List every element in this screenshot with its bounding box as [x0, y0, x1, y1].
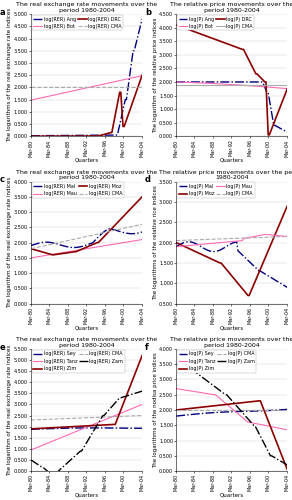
Text: f: f	[145, 343, 149, 352]
Legend: log(P) Mal, log(P) Moz, log(P) Mau, log(P) CMA: log(P) Mal, log(P) Moz, log(P) Mau, log(…	[177, 182, 255, 198]
X-axis label: Quarters: Quarters	[74, 158, 99, 163]
Y-axis label: The logarithms of the nodisa price indices: The logarithms of the nodisa price indic…	[153, 352, 158, 468]
Text: a: a	[0, 8, 6, 17]
Y-axis label: The logarithms of the relative rice indices: The logarithms of the relative rice indi…	[153, 185, 158, 300]
Text: b: b	[145, 8, 151, 17]
Y-axis label: The logarithm of the relative price indices: The logarithm of the relative price indi…	[153, 18, 158, 133]
Legend: log(P) Sey, log(P) Tanz, log(P) Zim, log(P) CMA, log(P) Zam: log(P) Sey, log(P) Tanz, log(P) Zim, log…	[177, 350, 256, 372]
Title: The relative price movements over the
period 1980-2004: The relative price movements over the pe…	[170, 2, 292, 13]
Y-axis label: The logarithm of the real exchange rate indices: The logarithm of the real exchange rate …	[7, 344, 13, 476]
X-axis label: Quarters: Quarters	[220, 493, 244, 498]
Legend: log(RER) Mal, log(RER) Mau, log(RER) Moz, log(RER) CMA: log(RER) Mal, log(RER) Mau, log(RER) Moz…	[32, 182, 124, 198]
Title: The relative price movements over the
period 1980-2004: The relative price movements over the pe…	[170, 337, 292, 348]
Title: The real exchange rate movements over the
period 1980-2004: The real exchange rate movements over th…	[16, 2, 157, 13]
Title: The relative price movements over the period
1980-2004: The relative price movements over the pe…	[159, 170, 292, 180]
X-axis label: Quarters: Quarters	[74, 326, 99, 330]
X-axis label: Quarters: Quarters	[220, 326, 244, 330]
Legend: log(RER) Sey, log(RER) Tanz, log(RER) Zim, log(RER) CMA, log(RER) Zam: log(RER) Sey, log(RER) Tanz, log(RER) Zi…	[32, 350, 125, 372]
X-axis label: Quarters: Quarters	[74, 493, 99, 498]
Legend: log(P) Ang, log(P) Bot, log(P) DRC, log(P) CMA: log(P) Ang, log(P) Bot, log(P) DRC, log(…	[177, 15, 254, 30]
Y-axis label: The logarithms of the real exchange rate indices: The logarithms of the real exchange rate…	[7, 8, 13, 142]
Text: c: c	[0, 176, 5, 184]
Legend: log(RER) Ang, log(RER) Bot, log(RER) DRC, log(RER) CMA: log(RER) Ang, log(RER) Bot, log(RER) DRC…	[32, 15, 123, 30]
Text: d: d	[145, 176, 151, 184]
Title: The real exchange rate movements over the
period 1980-2004: The real exchange rate movements over th…	[16, 170, 157, 180]
Title: The real exchange rate movements over the
period 1980-2004: The real exchange rate movements over th…	[16, 337, 157, 348]
X-axis label: Quarters: Quarters	[220, 158, 244, 163]
Y-axis label: The logarithm of the real exchange rate indices: The logarithm of the real exchange rate …	[7, 177, 13, 308]
Text: e: e	[0, 343, 6, 352]
